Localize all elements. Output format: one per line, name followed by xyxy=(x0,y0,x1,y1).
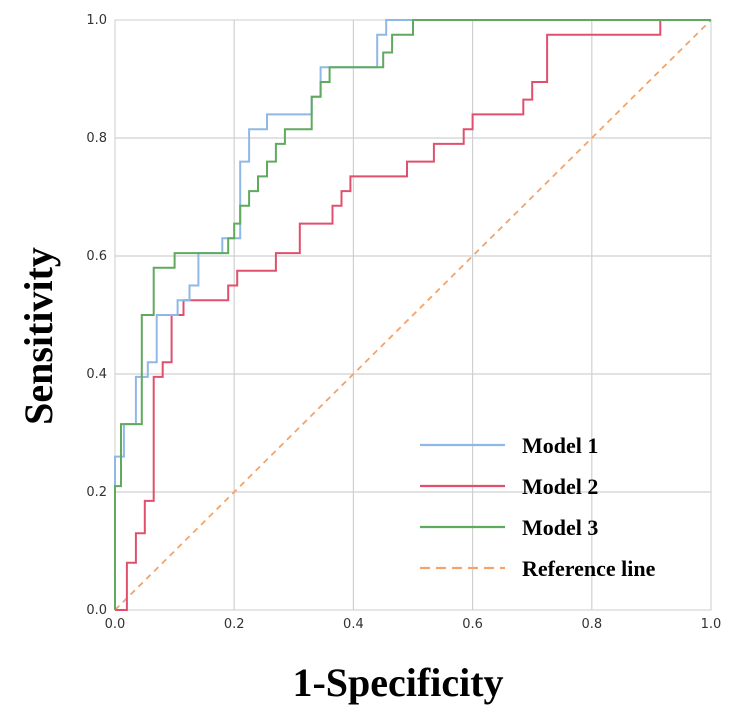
y-tick-label: 0.4 xyxy=(86,367,107,382)
series-lines xyxy=(114,19,712,611)
x-tick-label: 0.2 xyxy=(224,617,245,632)
series-line-model-2 xyxy=(115,19,711,611)
y-tick-label: 0.6 xyxy=(86,249,107,264)
x-tick-labels: 0.0 0.2 0.4 0.6 0.8 1.0 xyxy=(105,617,722,632)
legend-label: Model 1 xyxy=(522,433,598,458)
x-tick-label: 0.6 xyxy=(462,617,483,632)
legend-label: Reference line xyxy=(522,556,656,581)
y-tick-labels: 0.0 0.2 0.4 0.6 0.8 1.0 xyxy=(86,13,107,618)
y-tick-label: 0.2 xyxy=(86,485,107,500)
legend-label: Model 3 xyxy=(522,515,598,540)
y-axis-title: Sensitivity xyxy=(16,247,61,425)
x-axis-title: 1-Specificity xyxy=(292,660,503,705)
y-tick-label: 0.8 xyxy=(86,131,107,146)
x-tick-label: 0.8 xyxy=(581,617,602,632)
y-tick-label: 0.0 xyxy=(86,603,107,618)
x-tick-label: 0.0 xyxy=(105,617,126,632)
x-tick-label: 0.4 xyxy=(343,617,364,632)
legend: Model 1 Model 2 Model 3 Reference line xyxy=(420,433,656,581)
series-line-model-3 xyxy=(114,19,711,610)
series-line-reference-line xyxy=(114,19,712,611)
legend-label: Model 2 xyxy=(522,474,598,499)
x-tick-label: 1.0 xyxy=(701,617,722,632)
y-tick-label: 1.0 xyxy=(86,13,107,28)
